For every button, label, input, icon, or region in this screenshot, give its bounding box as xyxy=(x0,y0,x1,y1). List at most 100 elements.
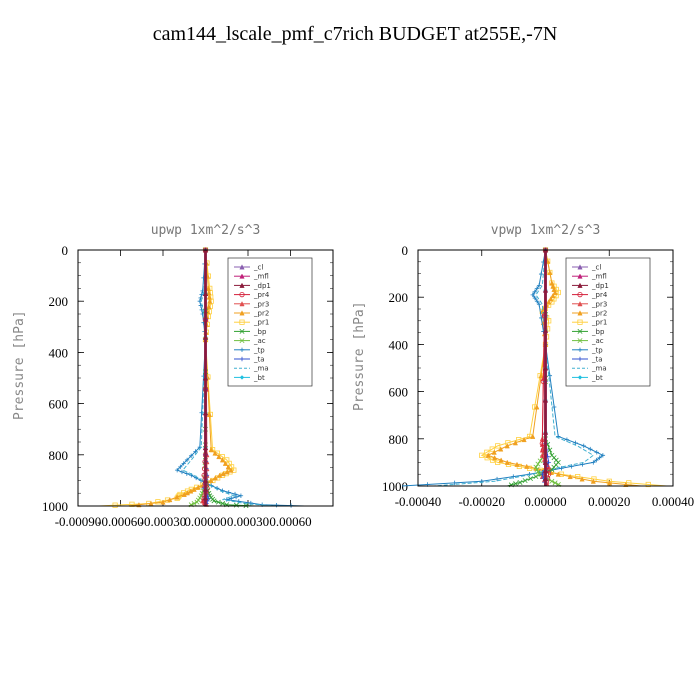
series-marker xyxy=(197,495,203,501)
series-marker xyxy=(202,375,209,381)
series-marker xyxy=(200,288,205,294)
legend-item: _ta xyxy=(234,356,265,364)
series-marker xyxy=(521,436,527,443)
series-marker xyxy=(524,463,530,469)
series-marker xyxy=(588,446,593,452)
series-marker xyxy=(155,499,161,505)
series-marker xyxy=(600,453,606,458)
series-marker xyxy=(211,498,217,504)
legend-label: _cl xyxy=(253,264,263,272)
series-marker xyxy=(512,440,519,446)
series-marker xyxy=(202,486,209,492)
series-marker xyxy=(489,446,495,452)
series-marker xyxy=(207,298,213,304)
series-marker xyxy=(542,475,549,481)
series-marker xyxy=(538,372,544,379)
legend-marker xyxy=(577,375,583,380)
series-marker xyxy=(504,443,510,449)
legend-item: _pr4 xyxy=(234,291,270,299)
vpwp-title: vpwp 1xm^2/s^3 xyxy=(491,223,601,238)
series-marker xyxy=(606,480,613,486)
series-marker xyxy=(575,474,581,480)
legend-marker xyxy=(239,319,245,325)
series-marker xyxy=(202,290,209,296)
series-marker xyxy=(191,486,197,492)
series-marker xyxy=(232,491,238,497)
series-marker xyxy=(452,480,457,486)
x-tick-label: 0.00020 xyxy=(588,494,630,509)
legend-item: _pr4 xyxy=(572,291,608,299)
series-marker xyxy=(517,479,523,485)
series-marker xyxy=(581,443,586,449)
legend-marker xyxy=(239,347,245,352)
series-marker xyxy=(219,457,226,463)
series-marker xyxy=(539,315,544,321)
series-marker xyxy=(208,477,214,483)
legend-marker xyxy=(577,319,583,325)
series-marker xyxy=(495,443,501,449)
upwp-title: upwp 1xm^2/s^3 xyxy=(151,223,261,238)
legend-item: _mfl xyxy=(572,273,607,281)
legend-label: _ma xyxy=(591,365,607,373)
vpwp-ylabel: Pressure [hPa] xyxy=(352,301,367,411)
x-tick-label: 0.00040 xyxy=(652,494,694,509)
legend-item: _tp xyxy=(234,346,265,354)
x-tick-label: -0.00020 xyxy=(458,494,505,509)
series-marker xyxy=(522,478,528,484)
series-marker xyxy=(206,289,212,296)
series-marker xyxy=(191,500,197,506)
series-marker xyxy=(504,459,510,465)
series-marker xyxy=(202,334,209,340)
series-marker xyxy=(194,499,200,505)
x-tick-label: 0.00000 xyxy=(524,494,566,509)
legend-item: _bp xyxy=(572,328,605,336)
series-marker xyxy=(536,283,542,288)
series-marker xyxy=(202,410,209,416)
legend-label: _pr1 xyxy=(591,319,607,327)
series-marker xyxy=(233,502,239,508)
series-marker xyxy=(538,271,544,277)
legend-marker xyxy=(239,328,245,334)
legend-label: _bt xyxy=(253,374,265,382)
y-tick-label: 1000 xyxy=(42,499,68,514)
legend-label: _pr4 xyxy=(591,291,608,299)
vpwp-panel: vpwp 1xm^2/s^3 Pressure [hPa] 0 200 400 600… xyxy=(352,223,694,509)
legend-marker xyxy=(577,356,583,362)
x-tick-label: -0.00040 xyxy=(395,494,442,509)
series-marker xyxy=(224,469,230,475)
legend-item: _tp xyxy=(572,346,603,354)
series-ma xyxy=(182,249,277,507)
series-marker xyxy=(534,404,540,410)
series-marker xyxy=(174,494,180,500)
series-marker xyxy=(160,499,166,505)
legend-marker xyxy=(239,338,245,344)
series-marker xyxy=(591,460,596,465)
legend-item: _pr1 xyxy=(572,319,607,327)
y-tick-label: 200 xyxy=(389,290,409,305)
upwp-panel: upwp 1xm^2/s^3 Pressure [hPa] 0 200 400 600… xyxy=(12,223,334,529)
legend-label: _pr3 xyxy=(253,300,269,308)
series-marker xyxy=(552,289,558,295)
series-marker xyxy=(551,404,557,410)
series-marker xyxy=(511,474,516,479)
series-marker xyxy=(547,269,553,275)
series-marker xyxy=(202,444,209,451)
series-marker xyxy=(555,471,561,477)
series-marker xyxy=(573,440,578,446)
x-tick-label: -0.00030 xyxy=(140,514,187,529)
y-tick-label: 600 xyxy=(389,385,409,400)
upwp-ylabel: Pressure [hPa] xyxy=(12,310,27,420)
series-marker xyxy=(542,459,549,465)
series-marker xyxy=(193,449,198,454)
y-tick-label: 1000 xyxy=(382,479,408,494)
legend-item: _pr3 xyxy=(572,300,607,308)
y-tick-label: 200 xyxy=(49,294,69,309)
legend-marker xyxy=(577,291,583,298)
series-marker xyxy=(206,294,212,300)
series-marker xyxy=(188,488,194,494)
series-marker xyxy=(206,411,212,417)
legend-item: _pr1 xyxy=(234,319,269,327)
figure-title: cam144_lscale_pmf_c7rich BUDGET at255E,-… xyxy=(153,23,558,45)
legend-label: _tp xyxy=(591,346,603,354)
legend-item: _bt xyxy=(234,374,265,382)
